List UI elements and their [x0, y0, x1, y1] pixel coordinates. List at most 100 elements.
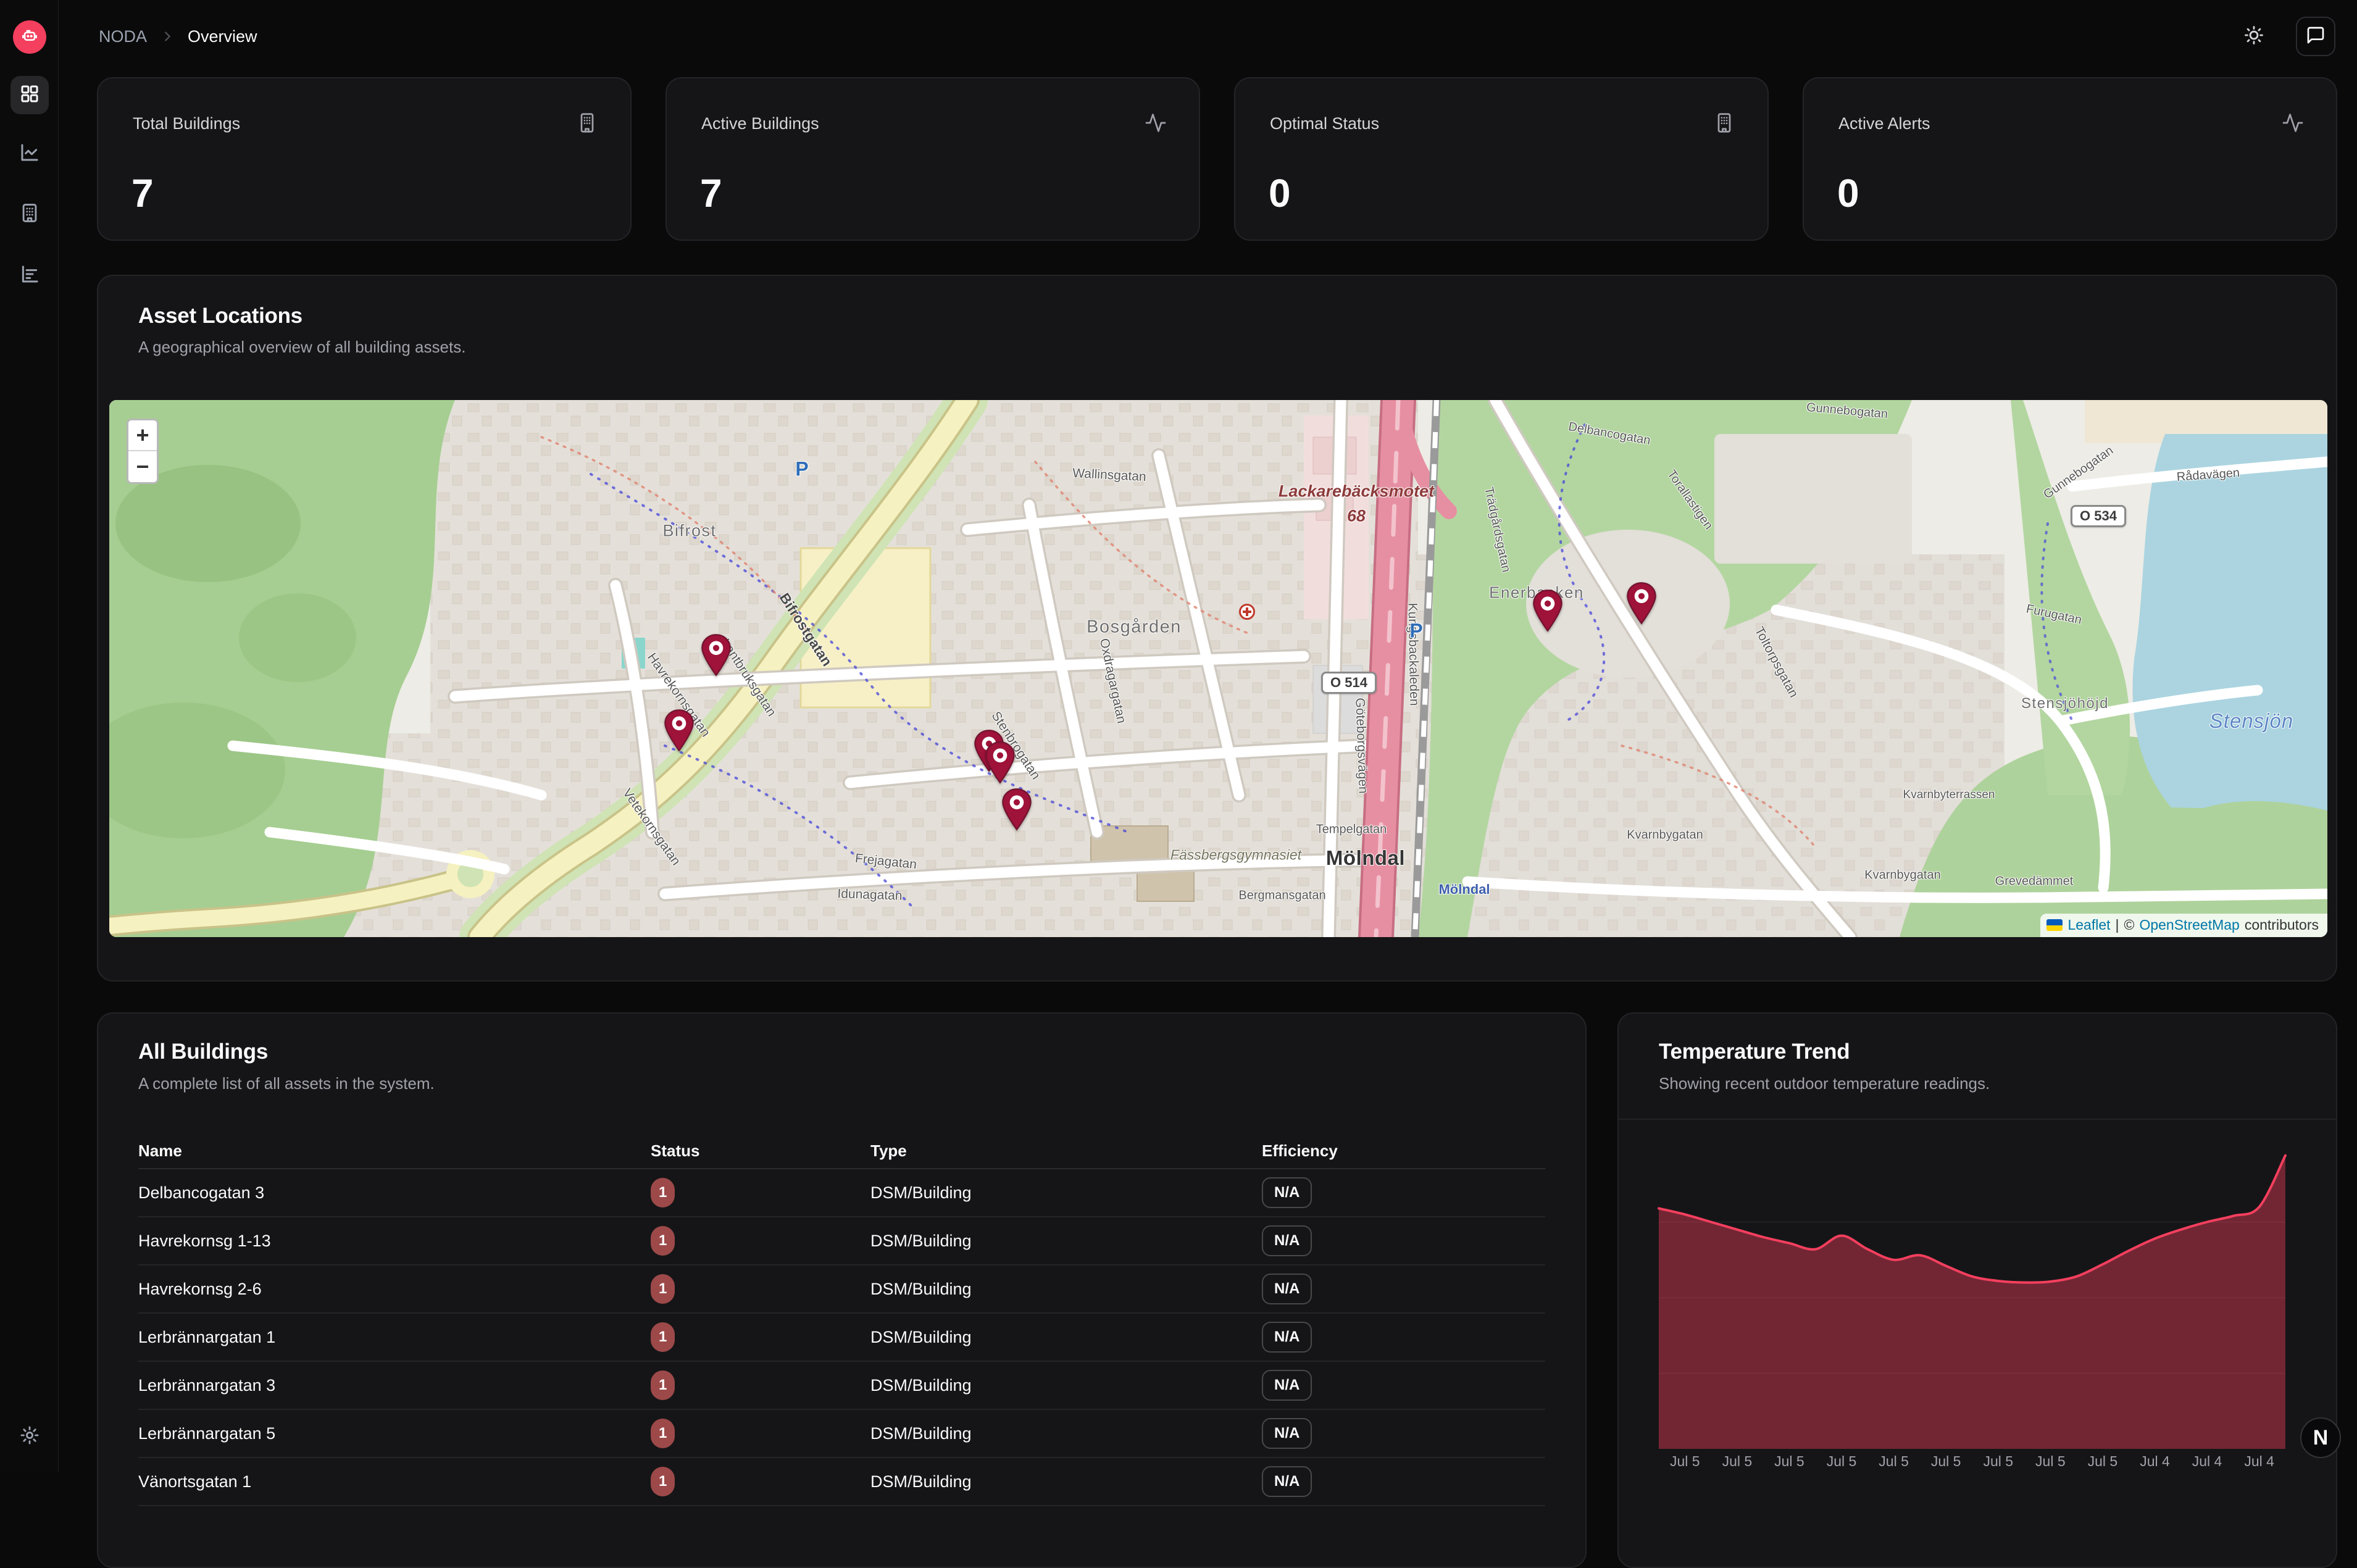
- all-buildings-card: All Buildings A complete list of all ass…: [97, 1012, 1587, 1568]
- building-name: Delbancogatan 3: [138, 1183, 265, 1202]
- building-type: DSM/Building: [870, 1279, 972, 1298]
- stat-value: 0: [1269, 171, 1291, 215]
- building-type: DSM/Building: [870, 1327, 972, 1346]
- attribution-separator: |: [2115, 917, 2119, 933]
- efficiency-badge: N/A: [1262, 1370, 1312, 1401]
- map-label: Stensjöhöjd: [2021, 695, 2109, 712]
- sidebar-item-analytics[interactable]: [10, 135, 49, 173]
- map-zoom-control: + −: [127, 419, 159, 484]
- x-axis-tick-label: Jul 5: [1774, 1453, 1804, 1469]
- efficiency-badge: N/A: [1262, 1225, 1312, 1256]
- table-card-title: All Buildings: [138, 1040, 268, 1064]
- parking-icon: P: [795, 457, 809, 480]
- x-axis-tick-label: Jul 4: [2244, 1453, 2274, 1469]
- efficiency-badge: N/A: [1262, 1274, 1312, 1304]
- table-row[interactable]: Lerbrännargatan 1 1 DSM/Building N/A: [138, 1314, 1545, 1362]
- theme-toggle-button[interactable]: [2234, 17, 2274, 56]
- nextjs-devtools-button[interactable]: N: [2300, 1417, 2341, 1458]
- x-axis-tick-label: Jul 4: [2192, 1453, 2222, 1469]
- map-label: Tempelgatan: [1316, 822, 1387, 836]
- route-shield-badge: O 534: [2071, 505, 2126, 527]
- sidebar-item-settings[interactable]: [10, 1417, 49, 1456]
- building-name: Havrekornsg 2-6: [138, 1279, 262, 1298]
- map-label: Kvarnbygatan: [1864, 868, 1941, 882]
- stat-card-active-alerts: Active Alerts 0: [1803, 77, 2337, 241]
- table-row[interactable]: Lerbrännargatan 3 1 DSM/Building N/A: [138, 1362, 1545, 1410]
- table-row[interactable]: Havrekornsg 2-6 1 DSM/Building N/A: [138, 1266, 1545, 1314]
- map-attribution: Leaflet | © OpenStreetMap contributors: [2040, 914, 2327, 937]
- x-axis-tick-label: Jul 5: [1983, 1453, 2014, 1469]
- sidebar-item-dashboard[interactable]: [10, 76, 49, 114]
- table-row[interactable]: Delbancogatan 3 1 DSM/Building N/A: [138, 1169, 1545, 1217]
- status-badge: 1: [651, 1178, 675, 1207]
- zoom-out-button[interactable]: −: [128, 451, 157, 482]
- sidebar-item-buildings[interactable]: [10, 195, 49, 233]
- efficiency-badge: N/A: [1262, 1418, 1312, 1449]
- status-badge: 1: [651, 1370, 675, 1400]
- building-name: Lerbrännargatan 1: [138, 1327, 276, 1346]
- chart-card-subtitle: Showing recent outdoor temperature readi…: [1659, 1074, 1990, 1093]
- table-card-subtitle: A complete list of all assets in the sys…: [138, 1074, 435, 1093]
- efficiency-cell: N/A: [1262, 1225, 1545, 1256]
- feedback-button[interactable]: [2296, 17, 2335, 56]
- bar-chart-icon: [19, 264, 40, 288]
- map-label: Idunagatan: [837, 886, 903, 903]
- building-icon: [1713, 112, 1735, 137]
- sidebar-item-reports[interactable]: [10, 256, 49, 294]
- x-axis-tick-label: Jul 5: [1722, 1453, 1753, 1469]
- topbar: NODA Overview: [59, 0, 2357, 73]
- efficiency-cell: N/A: [1262, 1177, 1545, 1208]
- temperature-trend-card: Temperature Trend Showing recent outdoor…: [1617, 1012, 2337, 1568]
- building-icon: [576, 112, 598, 137]
- map-label: Mölndal: [1438, 882, 1490, 897]
- x-axis-tick-label: Jul 4: [2140, 1453, 2170, 1469]
- efficiency-cell: N/A: [1262, 1322, 1545, 1353]
- leaflet-map[interactable]: Wallinsgatan Bifrost Bifrostgatan Lantbruks…: [109, 400, 2327, 937]
- map-marker-pin[interactable]: [984, 741, 1016, 784]
- table-row[interactable]: Vänortsgatan 1 1 DSM/Building N/A: [138, 1458, 1545, 1506]
- map-marker-pin[interactable]: [1532, 589, 1564, 632]
- leaflet-link[interactable]: Leaflet: [2067, 917, 2111, 933]
- map-card-title: Asset Locations: [138, 304, 302, 328]
- map-marker-pin[interactable]: [700, 633, 732, 677]
- sidebar: [0, 0, 59, 1472]
- efficiency-badge: N/A: [1262, 1322, 1312, 1353]
- efficiency-badge: N/A: [1262, 1466, 1312, 1497]
- column-header-type[interactable]: Type: [870, 1141, 907, 1160]
- column-header-efficiency[interactable]: Efficiency: [1262, 1141, 1338, 1160]
- hospital-cross-icon: [1239, 604, 1255, 620]
- stat-card-active-buildings: Active Buildings 7: [665, 77, 1200, 241]
- map-label: Lackarebäcksmotet: [1278, 482, 1435, 501]
- status-cell: 1: [651, 1178, 870, 1207]
- building-type: DSM/Building: [870, 1375, 972, 1395]
- column-header-status[interactable]: Status: [651, 1141, 700, 1160]
- x-axis-tick-label: Jul 5: [1879, 1453, 1909, 1469]
- temperature-area-chart: [1658, 1154, 2287, 1449]
- column-header-name[interactable]: Name: [138, 1141, 182, 1160]
- map-label: Bifrost: [662, 521, 717, 540]
- map-label: Fässbergsgymnasiet: [1170, 846, 1302, 863]
- stat-label: Active Alerts: [1838, 114, 1930, 133]
- map-label: Grevedämmet: [1995, 874, 2074, 888]
- stat-value: 7: [700, 171, 722, 215]
- osm-link[interactable]: OpenStreetMap: [2139, 917, 2240, 933]
- map-marker-pin[interactable]: [1625, 582, 1658, 625]
- map-marker-pin[interactable]: [1001, 788, 1033, 831]
- map-card-subtitle: A geographical overview of all building …: [138, 338, 466, 356]
- ukraine-flag-icon: [2046, 919, 2063, 931]
- table-row[interactable]: Lerbrännargatan 5 1 DSM/Building N/A: [138, 1410, 1545, 1458]
- stat-value: 0: [1837, 171, 1859, 215]
- building-name: Havrekornsg 1-13: [138, 1231, 271, 1250]
- zoom-in-button[interactable]: +: [128, 420, 157, 451]
- x-axis-tick-label: Jul 5: [2035, 1453, 2066, 1469]
- stat-value: 7: [131, 171, 154, 215]
- map-marker-pin[interactable]: [663, 709, 695, 752]
- breadcrumb-root[interactable]: NODA: [99, 27, 148, 46]
- dashboard-grid-icon: [19, 83, 40, 107]
- attribution-suffix: contributors: [2244, 917, 2319, 933]
- line-chart-icon: [19, 142, 40, 166]
- app-logo[interactable]: [13, 20, 46, 54]
- table-row[interactable]: Havrekornsg 1-13 1 DSM/Building N/A: [138, 1217, 1545, 1266]
- sun-icon: [2243, 25, 2264, 49]
- robot-icon: [20, 26, 40, 49]
